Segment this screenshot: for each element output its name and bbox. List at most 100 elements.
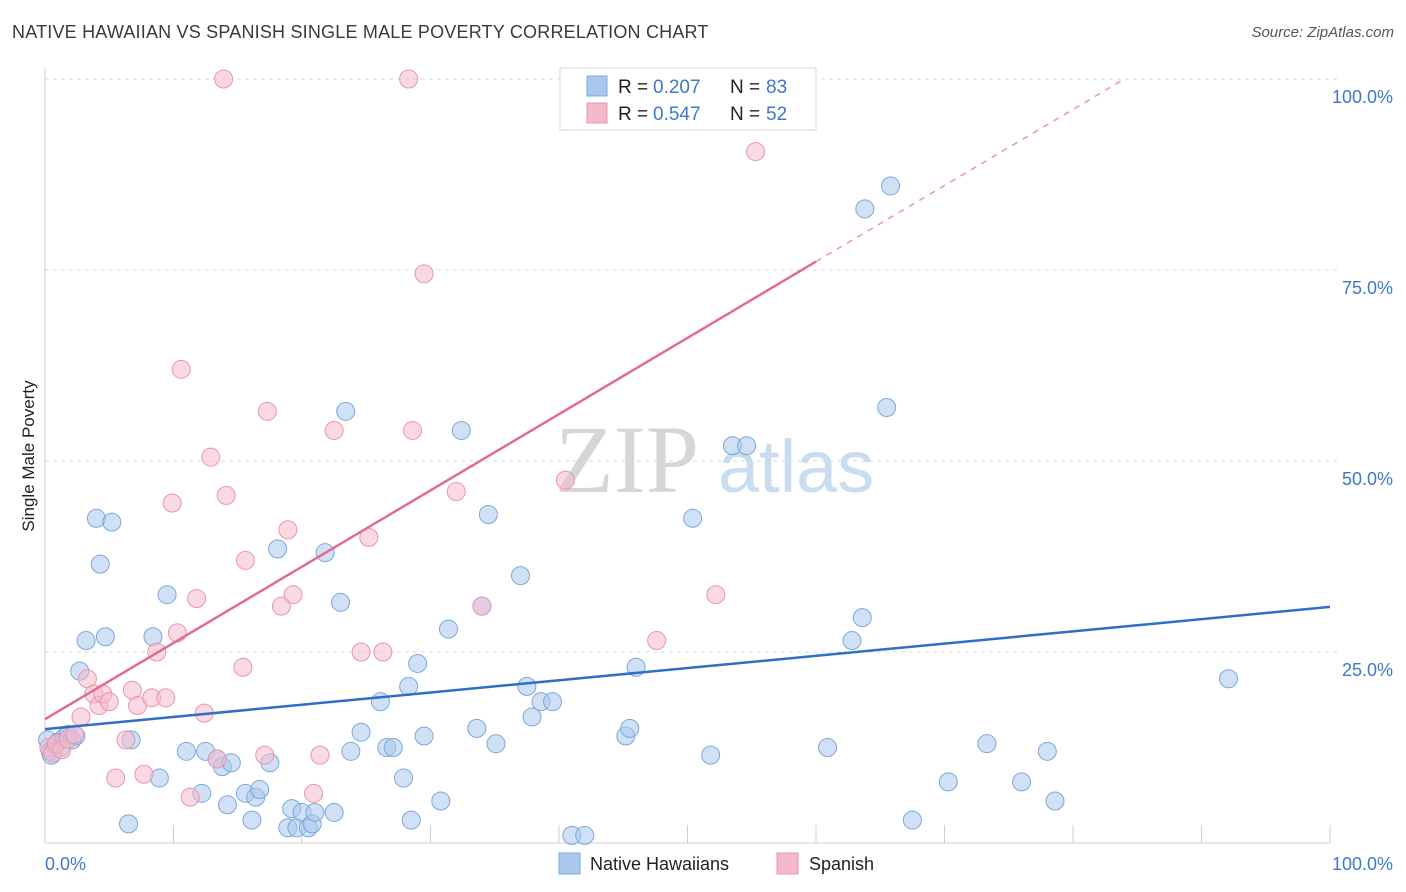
legend: R = 0.207 N = 83 R = 0.547 N = 52 bbox=[559, 67, 817, 131]
data-point bbox=[217, 795, 237, 815]
legend-r-label-1: R = bbox=[618, 77, 648, 98]
legend-n-label-2: N = bbox=[730, 104, 760, 125]
data-point bbox=[156, 688, 176, 708]
legend-r-value-2: 0.547 bbox=[653, 104, 701, 125]
y-tick-label: 75.0% bbox=[1342, 278, 1393, 298]
data-point bbox=[706, 585, 726, 605]
data-point bbox=[76, 631, 96, 651]
data-point bbox=[399, 69, 419, 89]
watermark-atlas: atlas bbox=[718, 425, 874, 508]
data-point bbox=[116, 730, 136, 750]
chart-title: NATIVE HAWAIIAN VS SPANISH SINGLE MALE P… bbox=[12, 22, 709, 42]
data-point bbox=[324, 420, 344, 440]
watermark: ZIP atlas bbox=[555, 406, 874, 513]
data-point bbox=[408, 653, 428, 673]
data-point bbox=[737, 436, 757, 456]
data-point bbox=[486, 734, 506, 754]
data-point bbox=[216, 485, 236, 505]
data-point bbox=[1037, 741, 1057, 761]
data-point bbox=[877, 398, 897, 418]
legend-swatch-pink bbox=[586, 102, 608, 124]
data-point bbox=[250, 780, 270, 800]
data-point bbox=[818, 738, 838, 757]
trendlines bbox=[44, 78, 1331, 731]
data-point bbox=[401, 810, 421, 830]
data-point bbox=[157, 585, 177, 605]
tick-labels: 25.0% 50.0% 75.0% 100.0% 0.0% 100.0% bbox=[45, 87, 1393, 874]
data-point bbox=[65, 725, 85, 745]
data-point bbox=[278, 520, 298, 540]
data-point bbox=[271, 596, 291, 616]
data-point bbox=[373, 642, 393, 662]
bottom-legend-spanish: Spanish bbox=[809, 854, 874, 874]
data-point bbox=[575, 825, 595, 845]
data-point bbox=[106, 768, 126, 788]
data-point bbox=[242, 810, 262, 830]
legend-n-label-1: N = bbox=[730, 77, 760, 98]
data-point bbox=[683, 508, 703, 528]
y-tick-label: 25.0% bbox=[1342, 660, 1393, 680]
y-axis-title: Single Male Poverty bbox=[19, 380, 38, 532]
data-point bbox=[394, 768, 414, 788]
data-point bbox=[555, 470, 575, 490]
data-point bbox=[543, 692, 563, 712]
legend-n-value-1: 83 bbox=[766, 77, 787, 98]
legend-n-value-2: 52 bbox=[766, 104, 787, 125]
data-point bbox=[399, 676, 419, 696]
data-point bbox=[842, 631, 862, 651]
bottom-legend: Native Hawaiians Spanish bbox=[558, 852, 874, 875]
data-point bbox=[1045, 791, 1065, 811]
data-point bbox=[446, 482, 466, 502]
data-point bbox=[855, 199, 875, 219]
data-point bbox=[283, 585, 303, 605]
data-point bbox=[134, 764, 154, 784]
data-point bbox=[472, 596, 492, 616]
data-point bbox=[403, 420, 423, 440]
data-point bbox=[701, 745, 721, 765]
data-point bbox=[331, 592, 351, 612]
data-point bbox=[647, 631, 667, 651]
data-point bbox=[95, 627, 115, 647]
bottom-legend-swatch-blue bbox=[558, 852, 581, 875]
x-tick-label-min: 0.0% bbox=[45, 854, 86, 874]
data-point bbox=[414, 264, 434, 284]
data-point bbox=[451, 420, 471, 440]
data-point bbox=[467, 718, 487, 738]
data-point bbox=[517, 676, 537, 696]
data-point bbox=[746, 142, 766, 162]
data-point bbox=[620, 718, 640, 738]
watermark-zip: ZIP bbox=[555, 406, 699, 513]
data-point bbox=[90, 554, 110, 574]
x-tick-label-max: 100.0% bbox=[1332, 854, 1393, 874]
data-point bbox=[881, 176, 901, 196]
data-point bbox=[233, 657, 253, 677]
data-point bbox=[977, 734, 997, 754]
data-point bbox=[1218, 669, 1238, 689]
y-tick-label: 50.0% bbox=[1342, 469, 1393, 489]
trendline-spanish bbox=[44, 260, 817, 721]
data-point bbox=[510, 566, 530, 586]
data-point bbox=[167, 623, 187, 643]
data-point bbox=[304, 783, 324, 803]
data-point bbox=[71, 707, 91, 727]
data-point bbox=[324, 802, 344, 822]
data-point bbox=[187, 589, 207, 609]
data-point bbox=[351, 642, 371, 662]
data-point bbox=[522, 707, 542, 727]
data-point bbox=[370, 692, 390, 712]
bottom-legend-native-hawaiians: Native Hawaiians bbox=[590, 854, 729, 874]
bottom-legend-swatch-pink bbox=[776, 852, 799, 875]
y-tick-label: 100.0% bbox=[1332, 87, 1393, 107]
axes bbox=[44, 68, 1331, 844]
data-point bbox=[478, 504, 498, 524]
data-point bbox=[414, 726, 434, 746]
data-point bbox=[305, 802, 325, 822]
data-point bbox=[235, 550, 255, 570]
data-point bbox=[383, 738, 403, 757]
data-point bbox=[99, 692, 119, 712]
data-point bbox=[902, 810, 922, 830]
data-point bbox=[180, 787, 200, 807]
data-point bbox=[119, 814, 139, 834]
legend-swatch-blue bbox=[586, 75, 608, 97]
